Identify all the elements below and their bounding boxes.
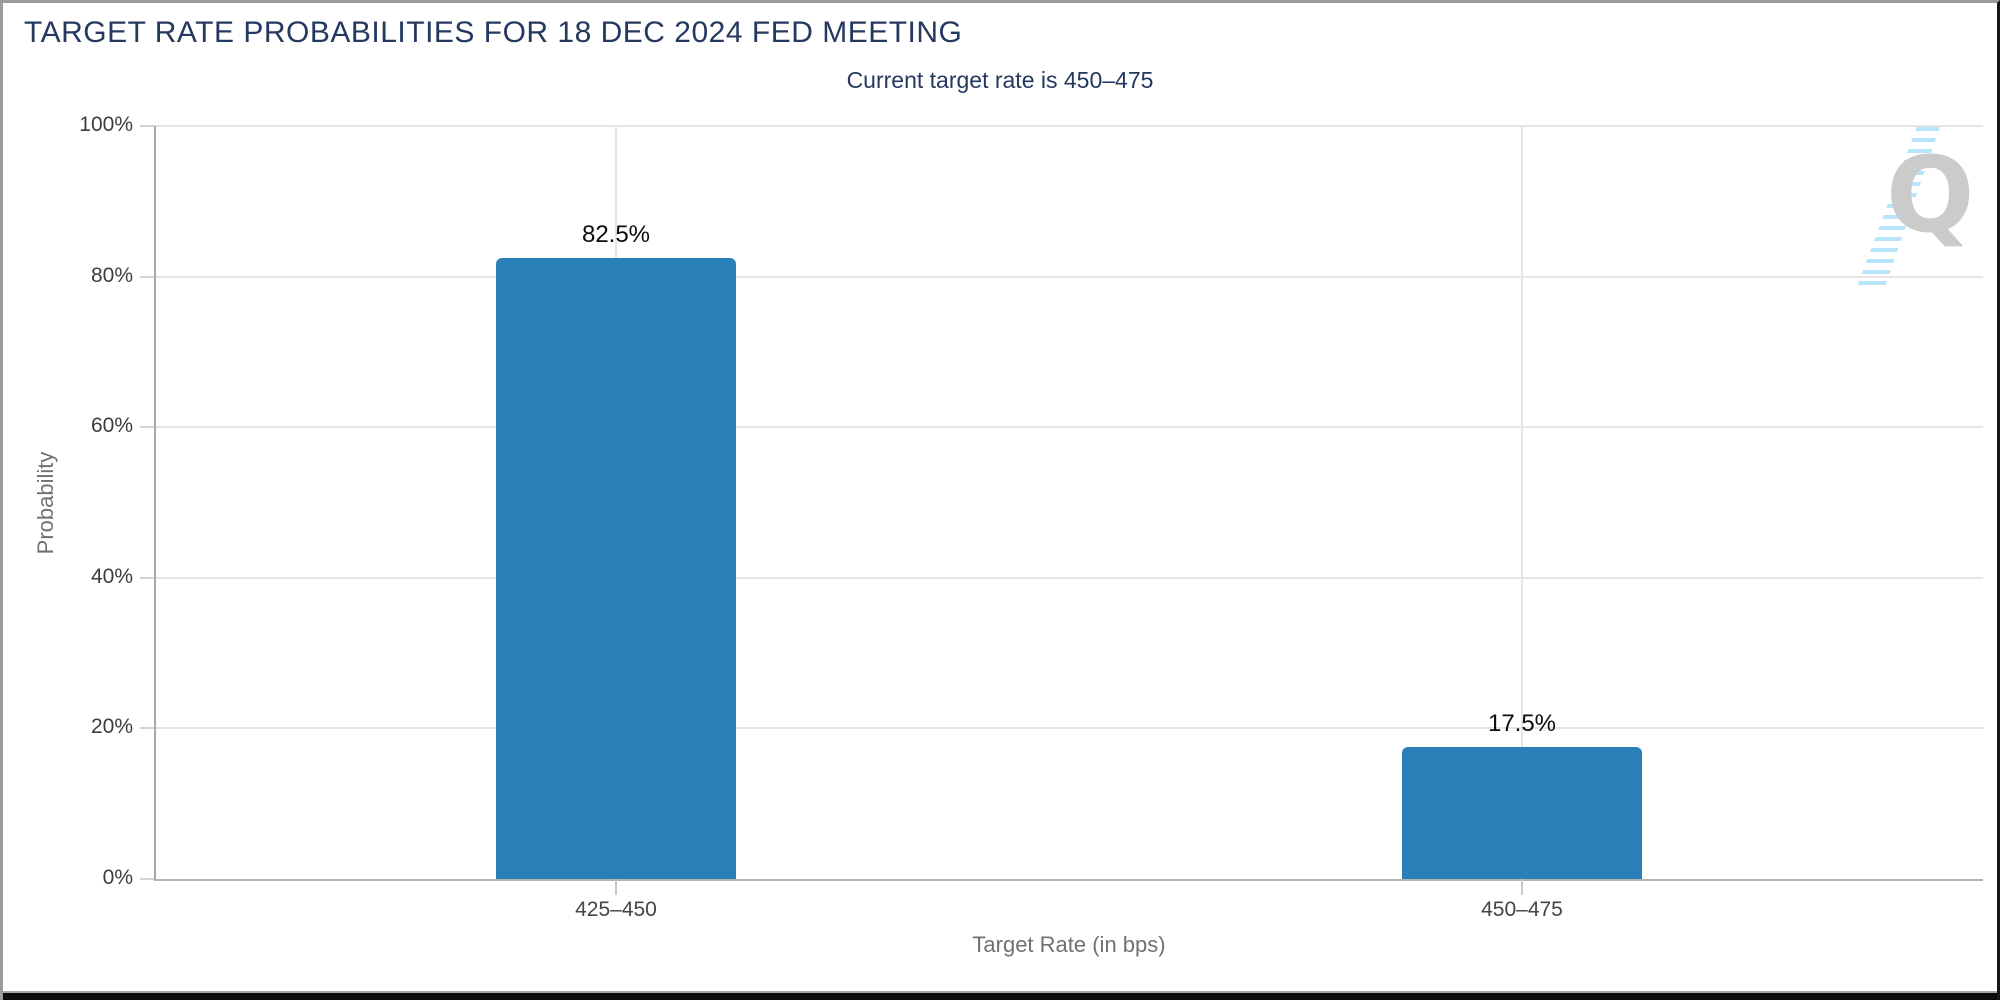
y-tick-40 xyxy=(140,577,155,579)
x-category-label-425–450: 425–450 xyxy=(575,898,657,921)
bar-value-label-425–450: 82.5% xyxy=(581,221,651,248)
x-axis-title: Target Rate (in bps) xyxy=(972,932,1166,957)
y-tick-20 xyxy=(140,727,155,729)
watermark-logo: Q xyxy=(1846,127,1974,290)
bar-450–475 xyxy=(1402,747,1642,879)
y-tick-label-60: 60% xyxy=(90,414,133,437)
x-tick-0 xyxy=(615,879,617,895)
plot-area: 0% 20% 40% 60% 80% 100% 82.5% 425–450 17.5% 450–4… xyxy=(3,3,1997,1000)
y-tick-60 xyxy=(140,426,155,428)
y-tick-80 xyxy=(140,276,155,278)
y-gridline-20 xyxy=(155,727,1983,729)
y-tick-label-80: 80% xyxy=(90,264,133,287)
window-bottom-border xyxy=(3,991,1997,993)
chart-title: TARGET RATE PROBABILITIES FOR 18 DEC 202… xyxy=(24,16,963,49)
y-tick-0 xyxy=(140,878,155,880)
y-tick-label-0: 0% xyxy=(102,866,133,889)
y-tick-100 xyxy=(140,125,155,127)
x-gridline-1 xyxy=(1521,126,1523,879)
x-category-label-450–475: 450–475 xyxy=(1481,898,1563,921)
y-axis-line xyxy=(154,126,156,881)
bar-value-label-450–475: 17.5% xyxy=(1487,710,1557,737)
y-gridline-60 xyxy=(155,426,1983,428)
y-gridline-40 xyxy=(155,577,1983,579)
bar-425–450 xyxy=(496,258,736,879)
watermark-q-letter: Q xyxy=(1886,134,1975,256)
window-bottom-edge xyxy=(3,993,1997,1000)
x-tick-1 xyxy=(1521,879,1523,895)
y-gridline-80 xyxy=(155,276,1983,278)
chart-subtitle: Current target rate is 450–475 xyxy=(846,67,1154,93)
y-tick-label-100: 100% xyxy=(79,113,133,136)
y-gridline-100 xyxy=(155,125,1983,127)
x-axis-line xyxy=(155,879,1983,881)
y-tick-label-40: 40% xyxy=(90,565,133,588)
y-tick-label-20: 20% xyxy=(90,715,133,738)
